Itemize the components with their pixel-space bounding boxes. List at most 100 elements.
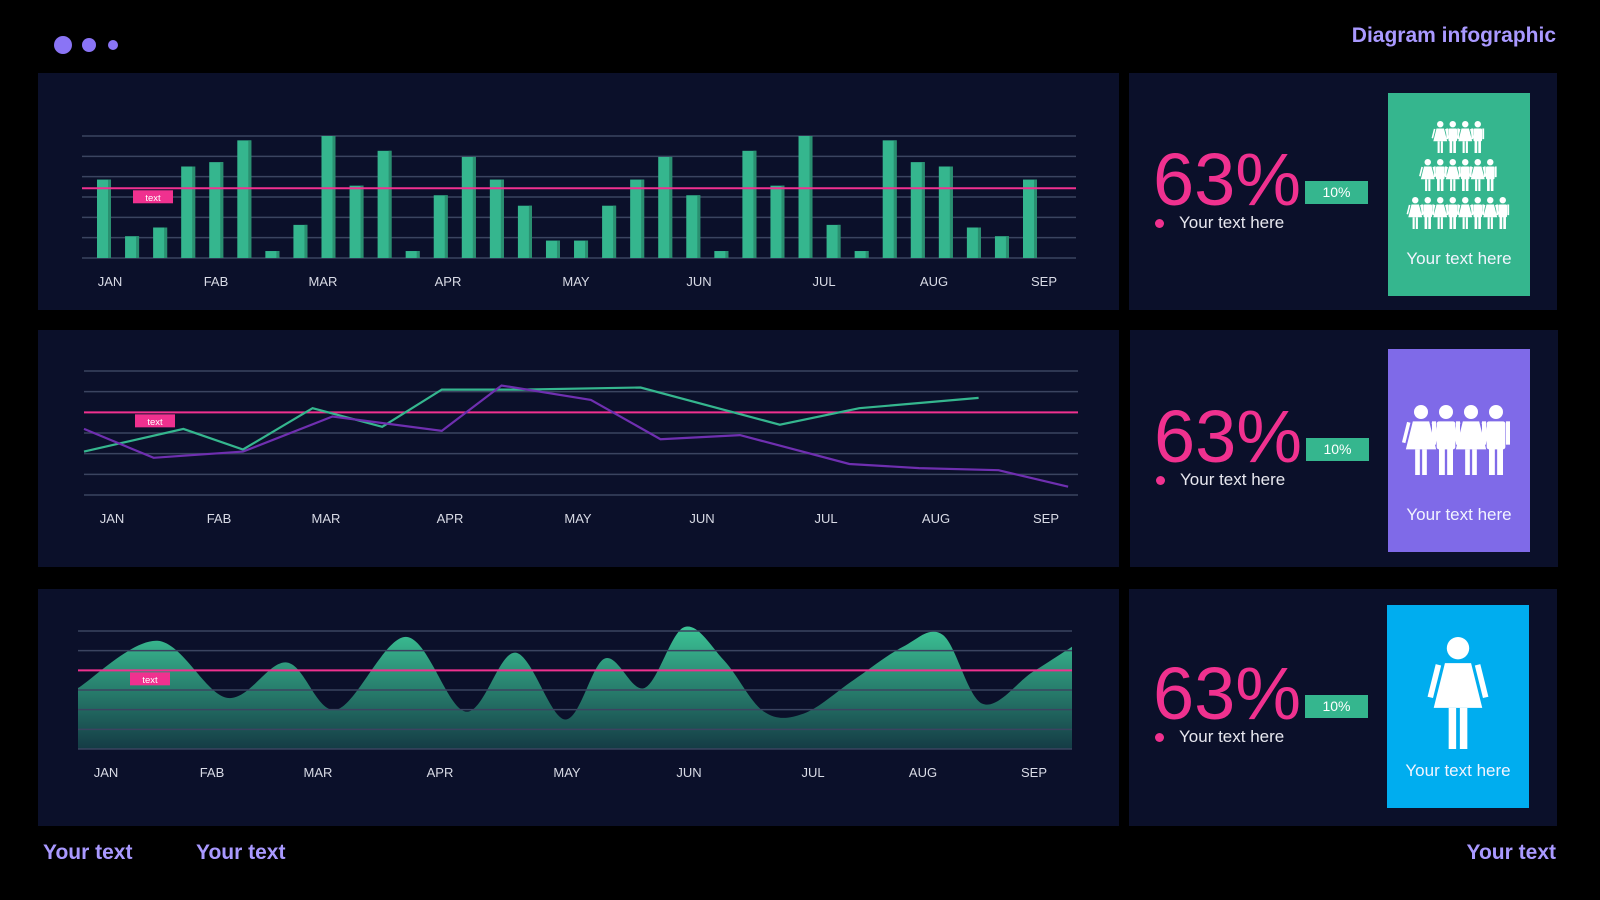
bar-shade [949, 166, 953, 258]
dot-large [54, 36, 72, 54]
bar [489, 179, 504, 258]
bar-shade [669, 156, 673, 258]
x-tick-label: SEP [1021, 765, 1047, 780]
bar-shade [276, 251, 280, 258]
woman-figure [1427, 637, 1489, 749]
bar [994, 236, 1009, 258]
bar-shade [641, 179, 645, 258]
stat-text: Your text here [1179, 727, 1285, 746]
x-tick-label: MAY [564, 511, 592, 526]
woman-figure [1419, 159, 1437, 191]
series-line-2 [83, 384, 1069, 488]
x-tick-label: JUL [801, 765, 824, 780]
woman-figure [1456, 197, 1474, 229]
bar [938, 166, 953, 258]
bar-shade [136, 236, 140, 258]
bar-shade [921, 162, 925, 258]
x-tick-label: JUL [812, 274, 835, 289]
bar-shade [585, 240, 589, 258]
bar [574, 240, 589, 258]
woman-figure [1469, 159, 1487, 191]
x-tick-label: APR [437, 511, 464, 526]
bar-shade [164, 227, 168, 258]
bar [686, 195, 701, 258]
x-tick-label: JUN [689, 511, 714, 526]
x-tick-label: FAB [204, 274, 229, 289]
series-line-1 [83, 386, 979, 453]
bar [265, 251, 280, 258]
bar-shade [332, 136, 336, 258]
bar [602, 205, 617, 258]
bar [349, 185, 364, 258]
x-tick-label: MAR [309, 274, 338, 289]
x-tick-label: MAY [553, 765, 581, 780]
bar-shade [528, 205, 532, 258]
x-tick-label: FAB [207, 511, 232, 526]
man-figure [1471, 121, 1485, 153]
bar-shade [416, 251, 420, 258]
bar-shade [220, 162, 224, 258]
x-tick-label: JUN [676, 765, 701, 780]
reference-label-box [135, 414, 175, 428]
x-tick-label: MAR [304, 765, 333, 780]
bar [293, 224, 308, 258]
stat-badge: 10% [1305, 181, 1368, 204]
woman-icon [1427, 637, 1489, 749]
bar [181, 166, 196, 258]
bar [966, 227, 981, 258]
area-chart-panel: JAN FAB MAR APR MAY JUN JUL AUG SEP text [38, 589, 1119, 826]
x-tick-label: JAN [100, 511, 125, 526]
bar [237, 140, 252, 258]
bar-shade [444, 195, 448, 258]
bar [433, 195, 448, 258]
line-chart: JAN FAB MAR APR MAY JUN JUL AUG SEP text [83, 370, 1078, 526]
stat-text: Your text here [1180, 470, 1286, 489]
bar [125, 236, 140, 258]
bar [714, 251, 729, 258]
bar [545, 240, 560, 258]
bullet-dot [1155, 219, 1164, 228]
man-figure [1496, 197, 1510, 229]
man-figure [1458, 159, 1472, 191]
x-tick-label: AUG [922, 511, 950, 526]
x-tick-label: JAN [98, 274, 123, 289]
reference-label: text [145, 193, 161, 204]
stat-badge: 10% [1306, 438, 1369, 461]
x-tick-label: JUN [686, 274, 711, 289]
bar-shade [753, 150, 757, 258]
x-tick-label: APR [435, 274, 462, 289]
x-tick-label: MAR [312, 511, 341, 526]
woman-figure [1481, 197, 1499, 229]
bar [1023, 179, 1037, 258]
stat-percent: 63% [1154, 395, 1303, 478]
bar-chart-panel: JAN FAB MAR APR MAY JUN JUL AUG SEP text [38, 73, 1119, 310]
x-tick-label: AUG [909, 765, 937, 780]
bar [826, 224, 841, 258]
footer-text-3: Your text [1466, 841, 1556, 864]
bar [461, 156, 476, 258]
bar-shade [360, 185, 364, 258]
info-card-blue: Your text here [1387, 605, 1529, 808]
bar-shade [1005, 236, 1009, 258]
bar-shade [248, 140, 252, 258]
bar [377, 150, 392, 258]
bar [798, 136, 813, 258]
area-chart: JAN FAB MAR APR MAY JUN JUL AUG SEP text [78, 626, 1072, 780]
bar-shade [697, 195, 701, 258]
page-title: Diagram infographic [1351, 24, 1556, 47]
reference-label-box [133, 190, 173, 204]
woman-figure [1431, 197, 1449, 229]
woman-figure [1444, 159, 1462, 191]
bar-shade [865, 251, 869, 258]
bullet-dot [1155, 733, 1164, 742]
line-chart-panel: JAN FAB MAR APR MAY JUN JUL AUG SEP text [38, 330, 1119, 567]
bar-shade [809, 136, 813, 258]
dot-small [108, 40, 118, 50]
man-figure [1432, 405, 1460, 475]
bar [517, 205, 532, 258]
x-tick-label: FAB [200, 765, 225, 780]
bar-shade [108, 179, 111, 258]
bar-shade [977, 227, 981, 258]
bar-shade [556, 240, 560, 258]
man-figure [1482, 405, 1510, 475]
